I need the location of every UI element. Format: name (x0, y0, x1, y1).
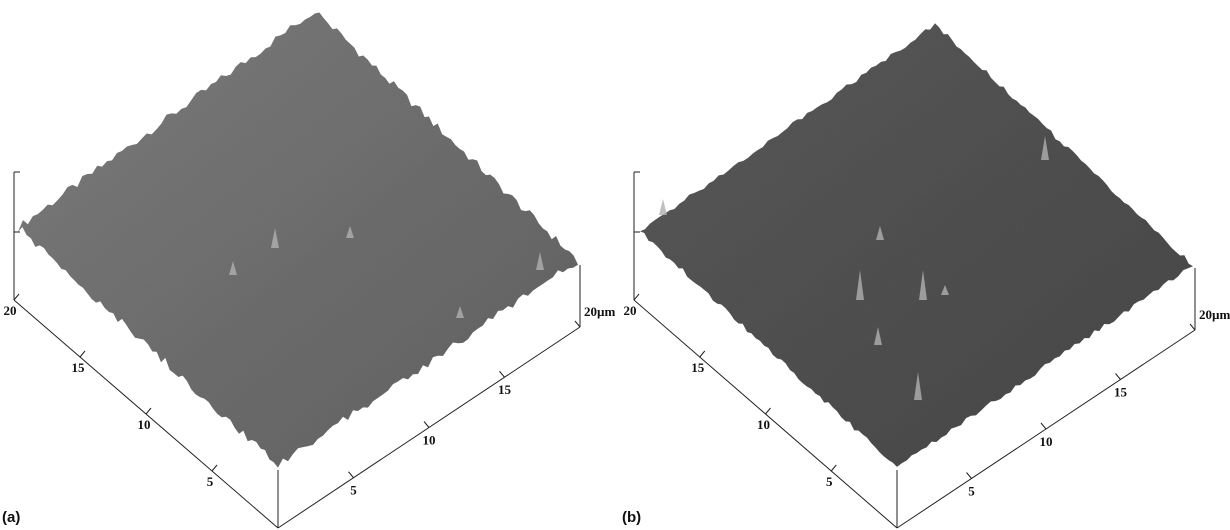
left-axis-tick-label: 15 (72, 360, 86, 375)
axis-line (575, 321, 580, 327)
axis-line (967, 473, 972, 479)
left-axis-tick-label: 5 (826, 474, 833, 489)
axis-line (424, 422, 429, 428)
axis-line (634, 294, 639, 300)
left-axis-tick-label: 20 (624, 303, 637, 318)
page: 20 15 10 5 5 10 15 20µm (a) 20 15 10 5 5 10 15 20µm (b) (… (0, 0, 1230, 530)
left-axis-tick-label: 10 (138, 417, 151, 432)
axis-line (700, 351, 705, 357)
panel-label: (b) (622, 509, 641, 526)
right-axis-tick-label: 5 (350, 483, 357, 498)
left-axis-tick-label: 20 (4, 303, 17, 318)
axis-line (80, 351, 85, 357)
left-axis-tick-label: 10 (757, 417, 770, 432)
right-axis-tick-label: 15 (1114, 384, 1128, 399)
right-axis-tick-label: 20µm (1199, 307, 1230, 322)
axis-line (14, 294, 19, 300)
figure: 20 15 10 5 5 10 15 20µm (a) 20 15 10 5 5 10 15 20µm (b) (0, 0, 1230, 530)
axis-line (1116, 374, 1121, 380)
axis-line (500, 371, 505, 377)
left-axis-tick-label: 15 (691, 360, 705, 375)
surface (640, 23, 1193, 467)
surface-peak (659, 199, 667, 215)
axis-line (1190, 324, 1195, 330)
axis-line (349, 472, 354, 478)
panel-label: (a) (2, 509, 20, 526)
axis-line (831, 465, 836, 471)
surface (18, 13, 578, 468)
right-axis-tick-label: 10 (423, 432, 436, 447)
axis-line (1041, 423, 1046, 429)
right-axis-tick-label: 10 (1040, 434, 1053, 449)
right-axis-tick-label: 15 (498, 382, 512, 397)
left-axis-tick-label: 5 (207, 474, 214, 489)
axis-line (146, 408, 151, 414)
axis-line (766, 408, 771, 414)
right-axis-tick-label: 5 (968, 483, 975, 498)
right-axis-tick-label: 20µm (584, 304, 615, 319)
axis-line (212, 465, 217, 471)
